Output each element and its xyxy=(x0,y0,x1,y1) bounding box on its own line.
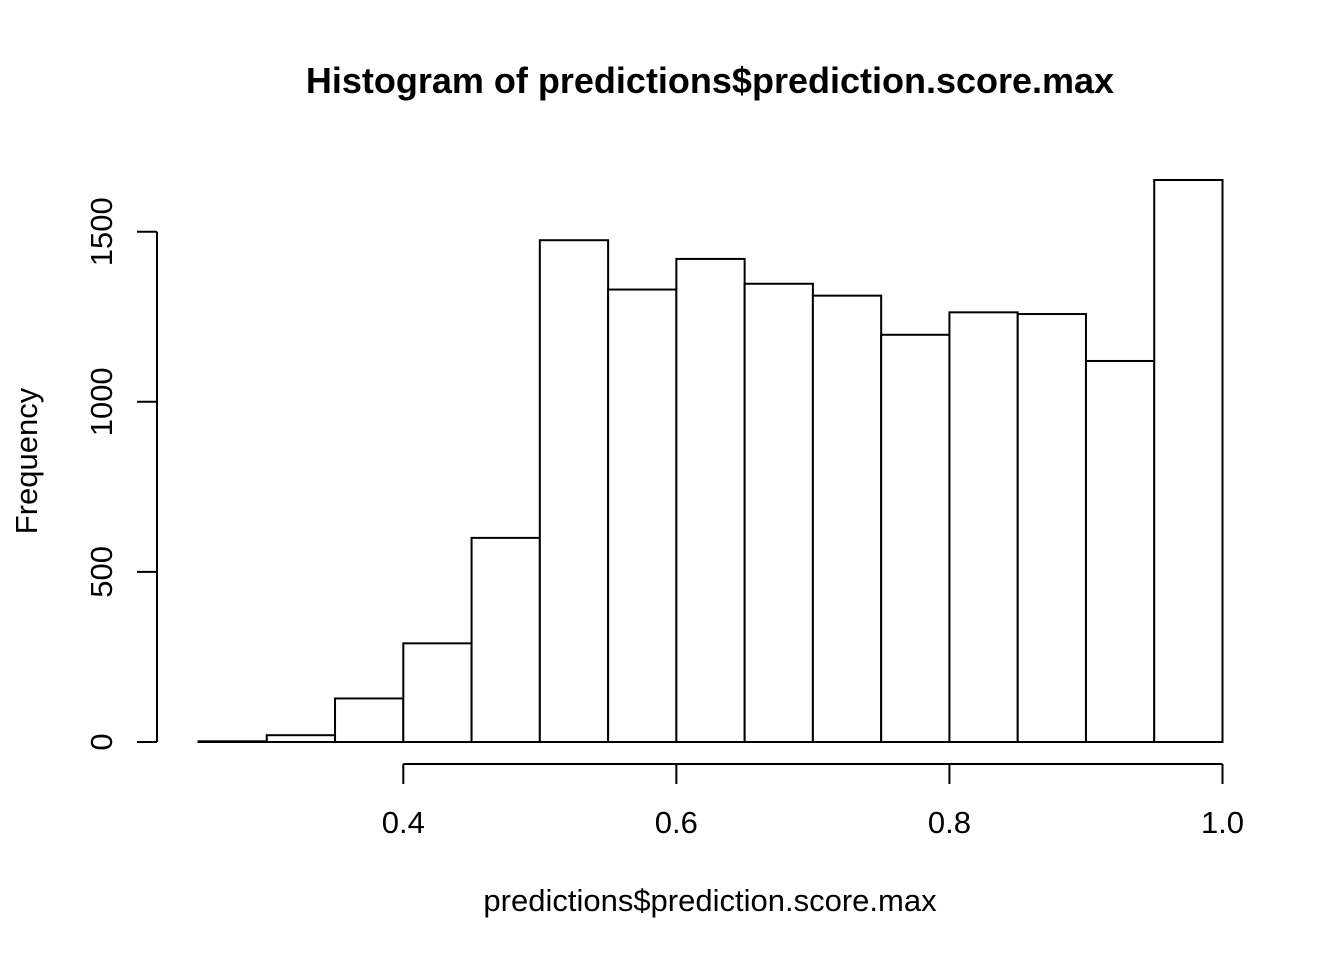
y-axis-label: Frequency xyxy=(9,387,44,534)
x-axis: 0.4 0.6 0.8 1.0 xyxy=(382,763,1244,840)
chart-title: Histogram of predictions$prediction.scor… xyxy=(306,60,1114,101)
y-tick-label: 1500 xyxy=(84,197,119,266)
histogram-bar xyxy=(1153,179,1224,743)
histogram-bar xyxy=(948,311,1019,743)
x-tick-label: 0.6 xyxy=(655,805,698,840)
histogram-bar xyxy=(265,734,337,743)
x-tick-label: 1.0 xyxy=(1201,805,1244,840)
histogram-bar xyxy=(334,697,405,743)
histogram-bar xyxy=(1016,313,1087,743)
histogram-bar xyxy=(607,288,678,743)
x-tick-label: 0.8 xyxy=(928,805,971,840)
histogram-bar xyxy=(880,333,951,743)
y-tick-label: 500 xyxy=(84,546,119,598)
y-tick-label: 0 xyxy=(84,733,119,750)
histogram-bar xyxy=(675,257,746,743)
histogram-bar xyxy=(402,642,473,743)
x-axis-label: predictions$prediction.score.max xyxy=(483,883,937,918)
histogram-bar xyxy=(197,740,268,744)
x-tick-label: 0.4 xyxy=(382,805,425,840)
histogram-bar xyxy=(470,536,541,744)
histogram-bar xyxy=(811,294,883,743)
histogram-bar xyxy=(1084,359,1156,743)
y-tick-label: 1000 xyxy=(84,367,119,436)
histogram-bar xyxy=(538,239,610,743)
histogram-bar xyxy=(743,282,814,743)
y-axis: 0 500 1000 1500 xyxy=(84,197,158,751)
bars-group xyxy=(197,179,1224,744)
